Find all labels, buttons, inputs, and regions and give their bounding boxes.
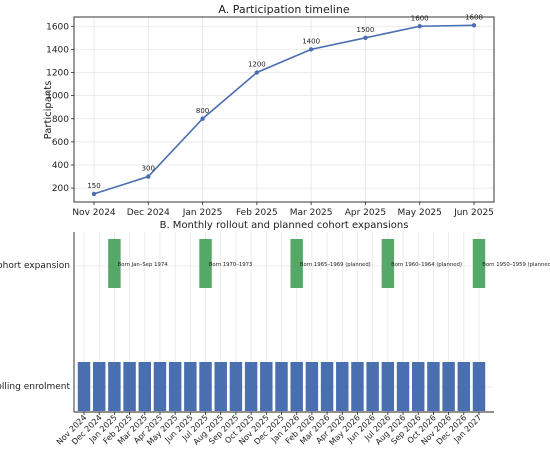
rolling-enrolment-bar [244,362,258,411]
rolling-enrolment-bar [366,362,379,411]
cohort-expansion-label: Born 1965–1969 (planned) [300,262,371,268]
data-label: 1608 [465,13,483,21]
panel-a-x-tick-label: Jun 2025 [453,208,494,218]
panel-a-x-tick-label: Nov 2024 [72,208,116,218]
rolling-enrolment-bar [108,362,121,411]
rolling-enrolment-bar [260,362,273,411]
panel-a-grid [74,17,494,202]
rolling-enrolment-bar [92,362,106,411]
rolling-enrolment-bar [320,362,334,411]
panel-a-y-tick-label: 1400 [46,45,69,55]
panel-a-y-tick-label: 200 [52,184,69,194]
data-point [146,174,151,179]
rolling-enrolment-bar [168,362,182,411]
panel-a-x-tick-label: Dec 2024 [127,208,170,218]
data-point [363,35,368,41]
data-point [471,23,477,28]
rolling-enrolment-bar [199,362,212,411]
panel-a-y-axis-label: Participants [43,81,54,140]
data-point [200,116,205,121]
rolling-enrolment-bars [77,362,486,411]
rolling-enrolment-bar [381,362,395,411]
rolling-enrolment-bar [275,362,288,411]
panel-a-y-tick-label: 1600 [46,22,69,32]
cohort-expansion-label: Born 1970–1973 [209,262,253,268]
rolling-enrolment-bar [396,362,410,411]
cohort-expansion-label: Born 1960–1964 (planned) [391,262,462,268]
cohort-expansion-bar [472,239,486,288]
participation-points [91,23,477,197]
panel-a-y-tick-label: 800 [52,115,69,125]
row-label-cohort-expansion: Cohort expansion [0,261,70,271]
rolling-enrolment-bar [351,362,364,411]
panel-a-x-ticks: Nov 2024 Dec 2024 Jan 2025 Feb 2025 Mar 2025… [72,202,494,218]
cohort-expansion-label: Born 1950–1959 (planned) [482,262,550,268]
rolling-enrolment-bar [336,362,349,411]
cohort-expansion-label: Born Jan–Sep 1974 [118,262,169,268]
rolling-enrolment-bar [305,362,319,411]
panel-b: B. Monthly rollout and planned cohort ex… [0,220,550,447]
data-point [91,191,97,197]
cohort-expansion-bar [381,239,395,288]
row-label-rolling-enrolment: Rolling enrolment [0,382,70,392]
panel-a-y-tick-label: 600 [52,138,69,148]
rolling-enrolment-bar [442,362,455,411]
rolling-enrolment-bar [138,362,151,411]
rolling-enrolment-bar [153,362,167,411]
data-label: 1200 [248,61,266,69]
data-label: 1600 [411,14,429,22]
rolling-enrolment-bar [184,362,197,411]
rolling-enrolment-bar [290,362,303,411]
data-label: 300 [142,165,155,173]
rolling-enrolment-bar [77,362,91,411]
panel-a-x-tick-label: Jan 2025 [182,208,223,218]
panel-a-y-tick-label: 1000 [46,92,69,102]
participation-data-labels: 150 300 800 1200 1400 1500 1600 1608 [87,13,483,190]
data-label: 1500 [357,26,375,34]
panel-a-x-tick-label: Apr 2025 [345,208,386,218]
rolling-enrolment-bar [123,362,136,411]
cohort-expansion-bars: Born Jan–Sep 1974 Born 1970–1973 Born 1965… [108,239,550,288]
data-label: 800 [196,107,209,115]
cohort-expansion-bar [290,239,303,288]
cohort-expansion-bar [199,239,212,288]
panel-a-x-tick-label: Feb 2025 [236,208,278,218]
data-point [417,24,422,29]
panel-a-x-tick-label: Mar 2025 [290,208,333,218]
rolling-enrolment-bar [229,362,243,411]
data-point [254,70,260,75]
rolling-enrolment-bar [412,362,425,411]
rolling-enrolment-bar [214,362,227,411]
cohort-expansion-bar [108,239,121,288]
data-label: 1400 [302,37,320,45]
rolling-enrolment-bar [457,362,471,411]
panel-a-y-tick-label: 1200 [46,69,69,79]
panel-b-title: B. Monthly rollout and planned cohort ex… [160,220,409,231]
data-point [308,47,314,52]
data-label: 150 [87,182,100,190]
rolling-enrolment-bar [427,362,440,411]
panel-a-y-ticks: 200 400 600 800 1000 1200 1400 1600 [46,22,74,194]
panel-a-x-tick-label: May 2025 [398,208,442,218]
panel-a-title: A. Participation timeline [218,3,349,16]
panel-a-frame [73,16,495,203]
participation-line [93,24,475,195]
panel-a: A. Participation timeline Participants 2… [43,3,495,218]
rolling-enrolment-bar [472,362,486,411]
panel-a-y-tick-label: 400 [52,161,69,171]
